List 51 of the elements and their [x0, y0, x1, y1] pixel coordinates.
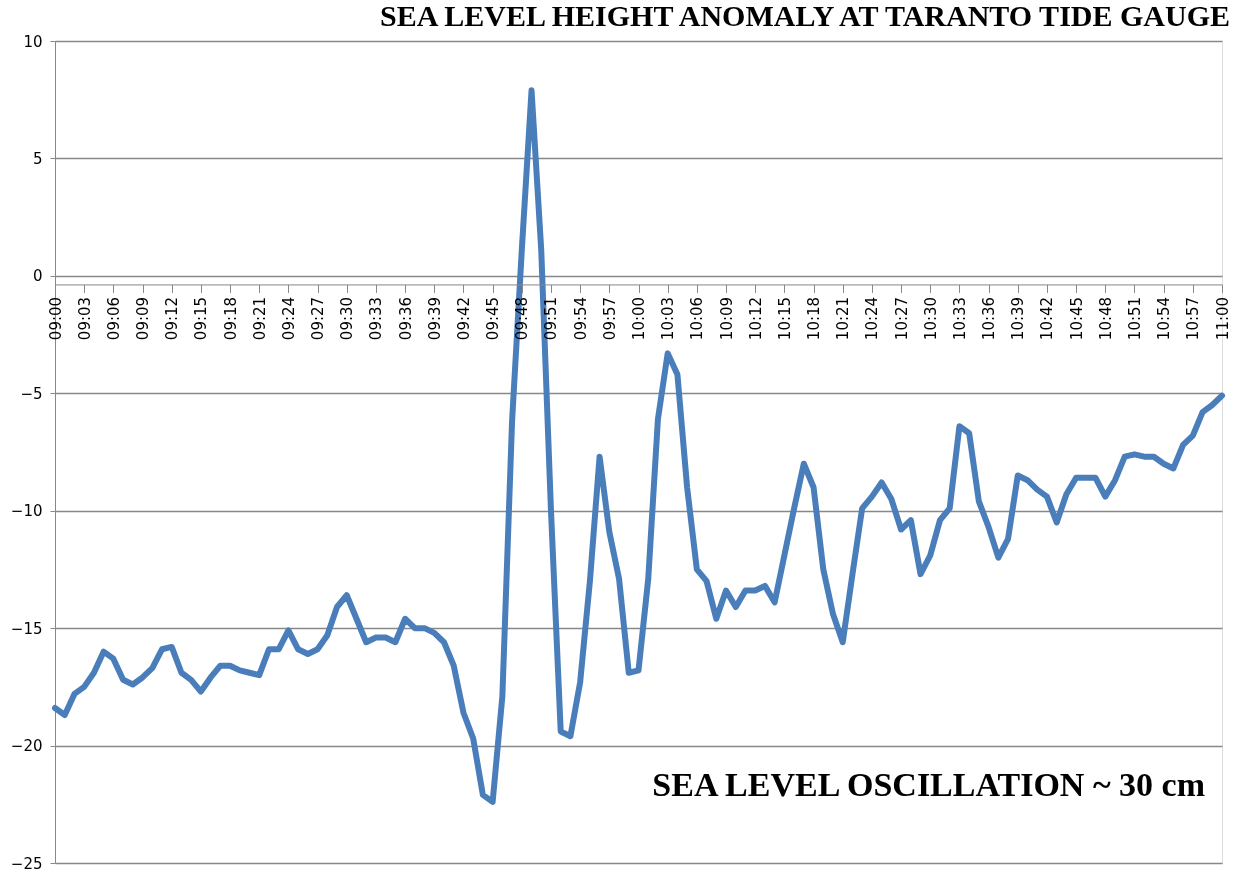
- x-tick-label: 09:57: [600, 296, 619, 341]
- y-tick-label: −20: [10, 737, 43, 756]
- x-tick-label: 09:42: [454, 296, 473, 341]
- x-tick-label: 10:24: [863, 296, 882, 341]
- y-tick-label: −10: [10, 502, 43, 521]
- x-tick-label: 09:39: [425, 296, 444, 341]
- x-tick-label: 09:21: [250, 296, 269, 341]
- chart-title: SEA LEVEL HEIGHT ANOMALY AT TARANTO TIDE GAUGE: [380, 0, 1230, 32]
- x-tick-label: 09:36: [396, 296, 415, 341]
- x-tick-label: 09:45: [484, 296, 503, 341]
- x-tick-label: 09:54: [571, 296, 590, 341]
- x-tick-label: 09:15: [192, 296, 211, 341]
- x-tick-label: 10:45: [1067, 296, 1086, 341]
- x-tick-label: 09:00: [46, 296, 65, 341]
- x-tick-label: 09:48: [513, 296, 532, 341]
- x-tick-label: 09:03: [75, 296, 94, 341]
- x-tick-label: 09:18: [221, 296, 240, 341]
- x-tick-label: 10:18: [805, 296, 824, 341]
- x-tick-label: 11:00: [1213, 296, 1232, 341]
- x-tick-label: 09:27: [309, 296, 328, 341]
- y-tick-label: −5: [20, 384, 43, 403]
- x-tick-label: 10:42: [1038, 296, 1057, 341]
- x-tick-label: 10:57: [1184, 296, 1203, 341]
- y-tick-label: 10: [23, 32, 43, 51]
- x-tick-label: 10:00: [630, 296, 648, 341]
- x-tick-label: 10:33: [950, 296, 969, 341]
- y-tick-label: −25: [10, 854, 43, 873]
- x-tick-label: 10:06: [688, 296, 707, 341]
- x-tick-label: 10:03: [659, 296, 678, 341]
- x-tick-label: 10:21: [834, 296, 853, 341]
- y-tick-label: 0: [32, 267, 43, 286]
- annotation: SEA LEVEL OSCILLATION ~ 30 cm: [652, 766, 1205, 803]
- x-tick-label: 09:09: [134, 296, 153, 341]
- x-tick-label: 10:48: [1096, 296, 1115, 341]
- x-tick-label: 09:30: [338, 296, 357, 341]
- y-tick-label: −15: [10, 619, 43, 638]
- x-tick-label: 10:30: [921, 296, 940, 341]
- x-tick-label: 10:09: [717, 296, 736, 341]
- x-tick-label: 10:12: [746, 296, 765, 341]
- x-tick-label: 10:27: [892, 296, 911, 341]
- x-tick-label: 09:24: [279, 296, 298, 341]
- x-tick-label: 09:06: [104, 296, 123, 341]
- x-tick-label: 10:36: [980, 296, 999, 341]
- x-tick-label: 10:15: [775, 296, 794, 341]
- x-tick-label: 09:12: [163, 296, 182, 341]
- x-tick-label: 09:51: [542, 296, 561, 341]
- x-tick-label: 10:51: [1125, 296, 1144, 341]
- x-tick-label: 10:54: [1155, 296, 1174, 341]
- y-tick-label: 5: [32, 149, 43, 168]
- x-tick-label: 10:39: [1009, 296, 1028, 341]
- x-tick-label: 09:33: [367, 296, 386, 341]
